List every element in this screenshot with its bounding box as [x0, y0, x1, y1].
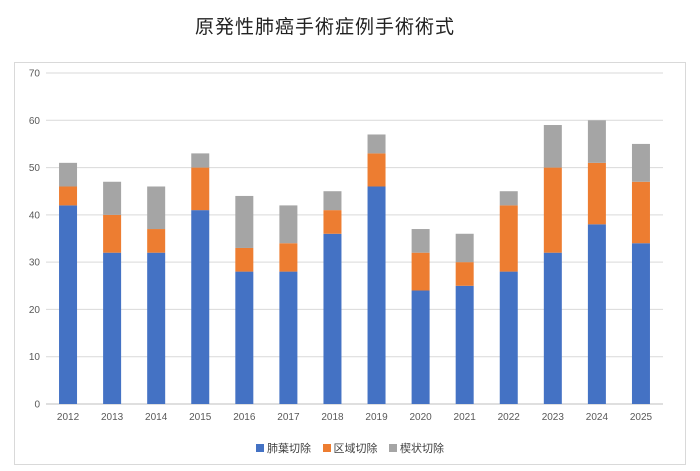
legend-label-lobectomy: 肺葉切除: [267, 442, 311, 455]
bar-segment-wedge-resection: [147, 186, 166, 230]
bar-segment-segmentectomy: [367, 153, 386, 187]
x-tick-label: 2019: [365, 412, 388, 423]
bar-segment-wedge-resection: [499, 191, 518, 206]
x-tick-label: 2013: [101, 412, 124, 423]
x-tick-label: 2025: [630, 412, 653, 423]
legend: 肺葉切除 区域切除 楔状切除: [0, 440, 700, 456]
legend-item-lobectomy: 肺葉切除: [256, 440, 311, 456]
y-tick-label: 30: [29, 258, 41, 269]
bar-segment-segmentectomy: [631, 181, 650, 244]
bar-segment-lobectomy: [543, 252, 562, 404]
x-tick-label: 2022: [498, 412, 521, 423]
y-tick-label: 70: [29, 69, 41, 80]
bar-segment-lobectomy: [103, 252, 122, 404]
bar-segment-wedge-resection: [59, 162, 78, 187]
bar-segment-wedge-resection: [323, 191, 342, 211]
bar-segment-segmentectomy: [103, 214, 122, 253]
y-tick-label: 10: [29, 352, 41, 363]
x-tick-label: 2023: [542, 412, 565, 423]
bar-segment-wedge-resection: [411, 229, 430, 253]
bar-segment-lobectomy: [59, 205, 78, 404]
legend-label-wedge-resection: 楔状切除: [400, 442, 444, 455]
bar-segment-wedge-resection: [455, 233, 474, 263]
legend-swatch-segmentectomy: [322, 444, 331, 452]
bar-segment-wedge-resection: [279, 205, 298, 244]
bar-segment-segmentectomy: [323, 210, 342, 234]
bar-segment-lobectomy: [191, 210, 210, 404]
bar-segment-segmentectomy: [543, 167, 562, 253]
legend-swatch-lobectomy: [256, 444, 264, 452]
bar-segment-lobectomy: [411, 290, 430, 404]
chart-frame: [14, 62, 686, 465]
bar-segment-lobectomy: [323, 233, 342, 404]
y-tick-label: 20: [29, 305, 41, 316]
legend-label-segmentectomy: 区域切除: [333, 442, 378, 455]
chart-title: 原発性肺癌手術症例手術術式: [194, 16, 455, 38]
x-tick-label: 2015: [189, 412, 212, 423]
bar-segment-wedge-resection: [631, 143, 650, 182]
bar-segment-lobectomy: [279, 271, 298, 404]
bar-segment-segmentectomy: [587, 162, 606, 225]
bar-segment-lobectomy: [147, 252, 166, 404]
x-tick-label: 2016: [233, 412, 256, 423]
bar-segment-wedge-resection: [103, 181, 122, 215]
x-tick-label: 2021: [454, 412, 477, 423]
legend-item-wedge-resection: 楔状切除: [389, 440, 444, 456]
y-tick-label: 40: [29, 210, 41, 221]
bar-segment-segmentectomy: [279, 243, 298, 272]
x-tick-label: 2024: [586, 412, 609, 423]
bar-segment-segmentectomy: [235, 247, 254, 272]
y-tick-label: 50: [29, 163, 41, 174]
x-tick-label: 2020: [409, 412, 432, 423]
y-tick-label: 60: [29, 116, 41, 127]
bar-segment-segmentectomy: [411, 252, 430, 291]
bar-segment-lobectomy: [455, 285, 474, 404]
x-tick-label: 2018: [321, 412, 344, 423]
bar-segment-wedge-resection: [191, 153, 210, 168]
legend-item-segmentectomy: 区域切除: [322, 440, 378, 456]
bar-segment-segmentectomy: [455, 262, 474, 286]
bar-segment-segmentectomy: [147, 229, 166, 253]
y-tick-label: 0: [34, 400, 40, 411]
bar-segment-wedge-resection: [367, 134, 386, 154]
bar-segment-lobectomy: [587, 224, 606, 404]
bar-segment-segmentectomy: [59, 186, 78, 206]
bar-segment-wedge-resection: [587, 120, 606, 163]
legend-swatch-wedge-resection: [389, 444, 397, 452]
bar-segment-wedge-resection: [543, 125, 562, 168]
bar-segment-lobectomy: [367, 186, 386, 404]
x-tick-label: 2012: [57, 412, 80, 423]
bar-segment-segmentectomy: [191, 167, 210, 211]
bar-segment-lobectomy: [499, 271, 518, 404]
x-tick-label: 2017: [277, 412, 300, 423]
bar-segment-wedge-resection: [235, 195, 254, 248]
x-tick-label: 2014: [145, 412, 168, 423]
bar-segment-lobectomy: [235, 271, 254, 404]
bar-segment-lobectomy: [631, 243, 650, 404]
bar-segment-segmentectomy: [499, 205, 518, 272]
